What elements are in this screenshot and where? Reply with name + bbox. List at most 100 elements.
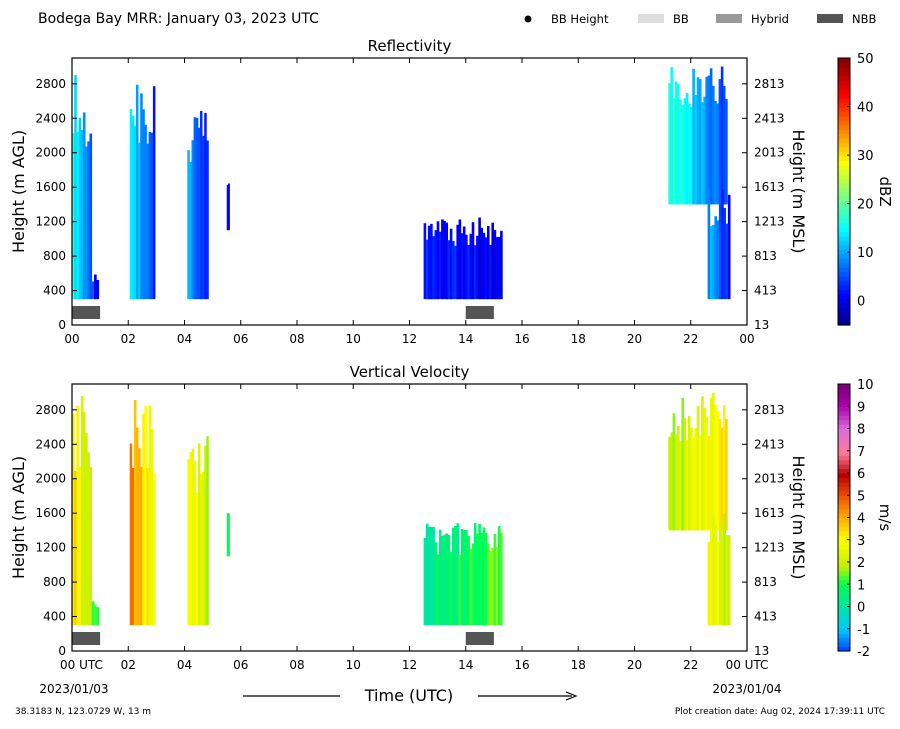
echo-streak bbox=[195, 493, 199, 626]
echo-streak bbox=[146, 467, 149, 626]
colorbar-segment bbox=[838, 637, 850, 643]
echo-streak bbox=[705, 416, 708, 531]
colorbar-segment bbox=[838, 249, 850, 255]
echo-streak bbox=[670, 66, 673, 205]
colorbar-segment bbox=[838, 204, 850, 210]
colorbar-tick-label: 6 bbox=[857, 467, 865, 482]
echo-streak bbox=[425, 523, 429, 626]
page-title: Bodega Bay MRR: January 03, 2023 UTC bbox=[38, 11, 319, 27]
echo-streak bbox=[447, 534, 451, 626]
echo-streak bbox=[497, 526, 501, 626]
echo-streak bbox=[438, 529, 442, 626]
echo-streak bbox=[471, 543, 475, 626]
echo-streak bbox=[707, 188, 711, 300]
x-tick-label: 20 bbox=[627, 332, 642, 346]
echo-streak bbox=[131, 115, 135, 300]
echo-streak bbox=[694, 95, 698, 205]
echo-streak bbox=[677, 426, 680, 531]
echo-streak bbox=[85, 432, 88, 626]
x-tick-label: 14 bbox=[458, 658, 473, 672]
echo-streak bbox=[672, 413, 676, 531]
echo-streak bbox=[674, 434, 678, 531]
echo-streak bbox=[449, 228, 453, 300]
colorbar-segment bbox=[838, 155, 850, 161]
colorbar-segment bbox=[838, 129, 850, 135]
legend-label: BB Height bbox=[551, 12, 609, 26]
colorbar-segment bbox=[838, 628, 850, 634]
colorbar-segment bbox=[838, 302, 850, 308]
echo-streak bbox=[683, 418, 687, 531]
echo-streak bbox=[197, 127, 201, 300]
colorbar-segment bbox=[838, 584, 850, 590]
echo-streak bbox=[696, 77, 700, 205]
colorbar-segment bbox=[838, 271, 850, 277]
echo-streak bbox=[707, 75, 711, 205]
echo-streak bbox=[500, 532, 503, 626]
creation-date-text: Plot creation date: Aug 02, 2024 17:39:1… bbox=[675, 707, 885, 717]
colorbar-segment bbox=[838, 557, 850, 563]
echo-streak bbox=[714, 524, 717, 626]
echo-streak bbox=[720, 427, 724, 531]
echo-streak bbox=[89, 467, 93, 626]
echo-streak bbox=[445, 222, 448, 300]
echo-streak bbox=[692, 437, 695, 531]
location-text: 38.3183 N, 123.0729 W, 13 m bbox=[15, 707, 151, 717]
echo-streak bbox=[140, 466, 143, 626]
echo-streak bbox=[690, 427, 693, 531]
colorbar-segment bbox=[838, 164, 850, 170]
echo-streak bbox=[423, 223, 427, 300]
echo-streak bbox=[674, 81, 678, 205]
echo-streak bbox=[720, 66, 724, 205]
colorbar-segment bbox=[838, 486, 850, 492]
echo-streak bbox=[206, 436, 209, 626]
bb-height-dot-icon bbox=[524, 15, 532, 23]
echo-streak bbox=[226, 513, 229, 557]
colorbar-segment bbox=[838, 222, 850, 228]
echo-streak bbox=[204, 445, 207, 626]
echo-streak bbox=[484, 532, 488, 626]
colorbar-segment bbox=[838, 178, 850, 184]
colorbar-segment bbox=[838, 169, 850, 175]
echo-streak bbox=[146, 143, 149, 300]
colorbar-tick-label: 10 bbox=[857, 378, 874, 393]
echo-streak bbox=[668, 436, 671, 531]
legend-label: BB bbox=[673, 12, 689, 26]
x-tick-label: 02 bbox=[121, 332, 136, 346]
colorbar-segment bbox=[838, 562, 850, 568]
echo-streak bbox=[191, 140, 194, 300]
echo-streak bbox=[465, 234, 468, 300]
band-legend: BB Height BB Hybrid NBB bbox=[524, 12, 876, 26]
x-tick-label: 18 bbox=[571, 332, 586, 346]
echo-streak bbox=[476, 533, 479, 626]
band-bar-nbb bbox=[72, 632, 101, 645]
echo-streak bbox=[78, 117, 82, 300]
echo-streak bbox=[82, 112, 86, 300]
echo-streak bbox=[427, 225, 431, 300]
echo-streak bbox=[454, 526, 457, 626]
echo-streak bbox=[452, 241, 455, 300]
colorbar-segment bbox=[838, 490, 850, 496]
echo-streak bbox=[727, 535, 731, 626]
colorbar-segment bbox=[838, 455, 850, 461]
colorbar-segment bbox=[838, 553, 850, 559]
y-tick-label: 2400 bbox=[35, 111, 66, 125]
echo-streak bbox=[722, 85, 726, 205]
echo-streak bbox=[716, 541, 720, 626]
y2-tick-label: 13 bbox=[754, 644, 769, 658]
echo-streak bbox=[456, 224, 459, 300]
colorbar-segment bbox=[838, 401, 850, 407]
echo-streak bbox=[476, 235, 479, 300]
colorbar-segment bbox=[838, 276, 850, 282]
colorbar-segment bbox=[838, 432, 850, 438]
colorbar-segment bbox=[838, 415, 850, 421]
y-tick-label: 1200 bbox=[35, 541, 66, 555]
echo-streak bbox=[87, 141, 90, 300]
colorbar-segment bbox=[838, 298, 850, 304]
colorbar-segment bbox=[838, 151, 850, 157]
echo-streak bbox=[202, 135, 205, 300]
colorbar-segment bbox=[838, 102, 850, 108]
colorbar-segment bbox=[838, 535, 850, 541]
colorbar-tick-label: 4 bbox=[857, 512, 865, 527]
echo-streak bbox=[447, 240, 451, 300]
